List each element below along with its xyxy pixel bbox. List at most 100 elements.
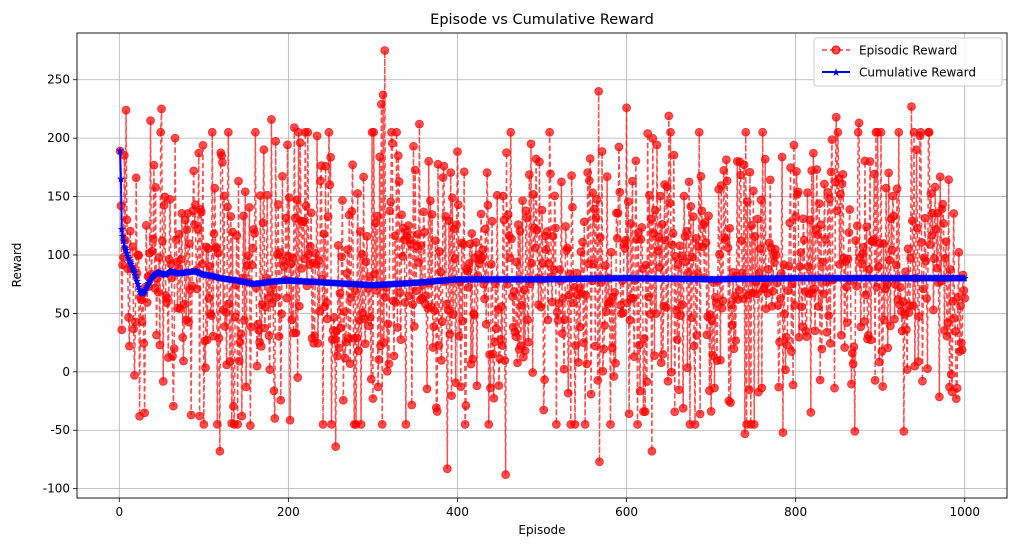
episodic-reward-point — [802, 332, 812, 342]
episodic-reward-point — [198, 140, 208, 150]
episodic-reward-point — [203, 244, 213, 253]
episodic-reward-point — [959, 286, 969, 295]
episodic-reward-point — [507, 234, 516, 244]
episodic-reward-point — [924, 127, 934, 137]
episodic-reward-point — [271, 136, 281, 146]
episodic-reward-point — [666, 367, 676, 377]
episodic-reward-point — [512, 257, 522, 267]
episodic-reward-point — [879, 239, 888, 248]
episodic-reward-point — [142, 298, 152, 307]
episodic-reward-point — [340, 353, 350, 363]
episodic-reward-point — [382, 366, 392, 376]
episodic-reward-point — [557, 177, 566, 187]
episodic-reward-point — [436, 355, 446, 365]
episodic-reward-point — [404, 291, 414, 301]
episodic-reward-point — [794, 332, 804, 342]
episodic-reward-point — [622, 103, 631, 113]
episodic-reward-point — [901, 325, 911, 335]
episodic-reward-point — [338, 196, 347, 205]
episodic-reward-point — [930, 182, 940, 192]
chart-title: Episode vs Cumulative Reward — [430, 12, 654, 28]
episodic-reward-point — [461, 401, 471, 410]
episodic-reward-point — [318, 419, 328, 429]
episodic-reward-point — [593, 375, 603, 385]
episodic-reward-point — [570, 419, 580, 429]
episodic-reward-point — [157, 236, 167, 246]
episodic-reward-point — [696, 171, 706, 181]
episodic-reward-point — [207, 127, 217, 137]
episodic-reward-point — [506, 127, 516, 137]
episodic-reward-point — [147, 246, 157, 256]
episodic-reward-point — [819, 179, 829, 189]
episodic-reward-point — [575, 322, 585, 332]
episodic-reward-point — [633, 419, 642, 429]
episodic-reward-point — [640, 407, 650, 417]
episodic-reward-point — [313, 338, 323, 348]
episodic-reward-point — [808, 148, 818, 158]
episodic-reward-point — [595, 233, 605, 242]
episodic-reward-point — [872, 282, 882, 292]
y-tick-label: 200 — [47, 131, 70, 145]
episodic-reward-point — [697, 206, 707, 216]
episodic-reward-point — [912, 223, 922, 233]
episodic-reward-point — [710, 383, 719, 393]
episodic-reward-point — [551, 223, 560, 233]
episodic-reward-point — [486, 383, 495, 393]
episodic-reward-point — [446, 168, 456, 177]
episodic-reward-point — [580, 419, 590, 429]
cumulative-reward-point — [130, 268, 139, 276]
episodic-reward-point — [356, 419, 366, 429]
episodic-reward-point — [883, 343, 893, 353]
episodic-reward-point — [734, 285, 744, 295]
episodic-reward-point — [427, 210, 437, 219]
episodic-reward-point — [334, 343, 344, 353]
episodic-reward-point — [324, 127, 334, 137]
episodic-reward-point — [170, 133, 180, 143]
episodic-reward-point — [293, 373, 303, 382]
episodic-reward-point — [943, 318, 953, 328]
episodic-reward-point — [626, 219, 636, 228]
episodic-reward-point — [395, 288, 405, 298]
episodic-reward-point — [237, 411, 247, 421]
episodic-reward-point — [353, 189, 363, 198]
episodic-reward-point — [409, 321, 419, 331]
episodic-reward-point — [957, 345, 967, 355]
episodic-reward-point — [629, 352, 639, 362]
episodic-reward-point — [914, 312, 924, 321]
episodic-reward-point — [725, 223, 735, 233]
episodic-reward-point — [365, 312, 375, 322]
episodic-reward-point — [787, 347, 796, 356]
x-tick-label: 400 — [446, 505, 469, 519]
episodic-reward-point — [215, 446, 225, 456]
episodic-reward-point — [602, 172, 612, 182]
episodic-reward-point — [934, 392, 944, 402]
episodic-reward-point — [168, 351, 177, 361]
episodic-reward-point — [601, 261, 610, 270]
episodic-reward-point — [429, 322, 439, 332]
episodic-reward-point — [816, 220, 826, 230]
episodic-reward-point — [857, 259, 866, 269]
episodic-reward-point — [644, 190, 654, 200]
y-tick-label: -50 — [50, 423, 70, 437]
episodic-reward-point — [663, 376, 673, 386]
episodic-reward-point — [628, 176, 637, 186]
episodic-reward-point — [825, 338, 835, 348]
episodic-reward-point — [669, 150, 679, 160]
episodic-reward-point — [454, 331, 464, 341]
episodic-reward-point — [347, 207, 357, 216]
episodic-reward-point — [611, 358, 620, 368]
episodic-reward-point — [424, 156, 434, 166]
episodic-reward-point — [753, 214, 762, 224]
episodic-reward-point — [125, 341, 134, 351]
episodic-reward-point — [578, 237, 587, 247]
episodic-reward-point — [239, 211, 248, 221]
episodic-reward-point — [223, 202, 232, 212]
episodic-reward-point — [598, 366, 608, 376]
episodic-reward-point — [130, 370, 139, 380]
episodic-reward-point — [258, 218, 268, 228]
episodic-reward-point — [234, 176, 243, 186]
episodic-reward-point — [771, 250, 781, 260]
episodic-reward-point — [401, 419, 411, 429]
episodic-reward-point — [563, 388, 573, 398]
